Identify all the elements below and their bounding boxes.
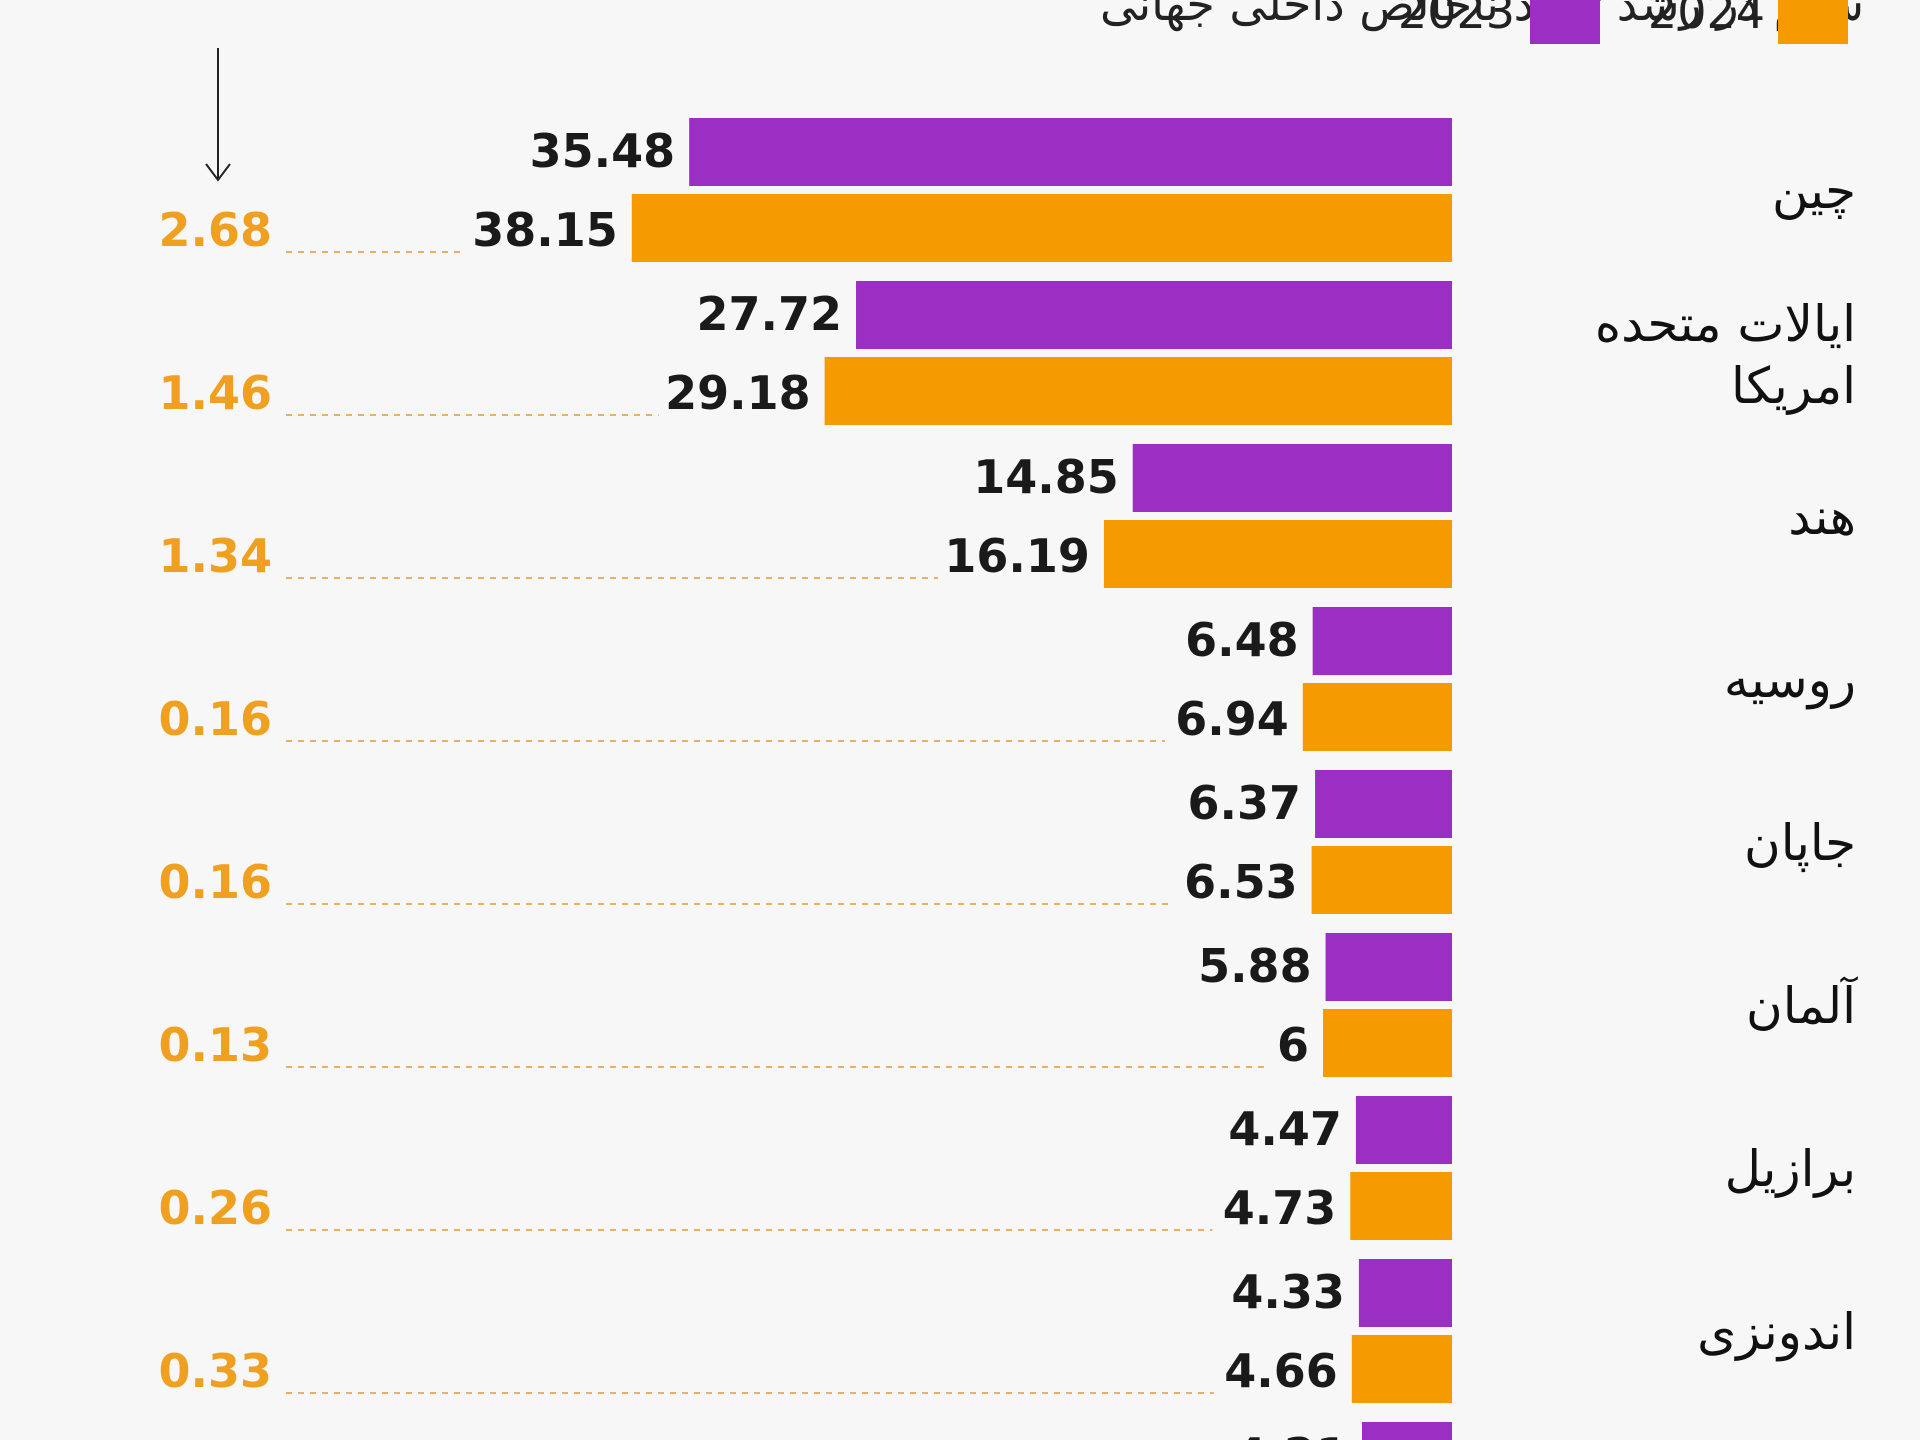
bar-2023 — [689, 118, 1452, 186]
bar-2024 — [1103, 520, 1452, 588]
contribution-label: 0.26 — [159, 1181, 273, 1235]
legend-swatch-2023 — [1530, 0, 1600, 44]
value-label-2023: 6.48 — [1185, 613, 1299, 667]
bar-2023 — [856, 281, 1452, 349]
contribution-label: 2.68 — [159, 203, 273, 257]
value-label-2024: 29.18 — [665, 366, 811, 420]
category-label: امریکا — [1731, 357, 1856, 415]
bar-2023 — [1358, 1259, 1452, 1327]
bar-2023 — [1325, 933, 1452, 1001]
bar-2024 — [1351, 1335, 1452, 1403]
bar-2024 — [631, 194, 1452, 262]
value-label-2023: 35.48 — [530, 124, 676, 178]
category-label: آلمان — [1746, 976, 1858, 1035]
value-label-2024: 6.53 — [1184, 855, 1298, 909]
bar-2024 — [1350, 1172, 1452, 1240]
bar-2023-partial — [1362, 1422, 1452, 1440]
bar-2024 — [824, 357, 1452, 425]
bar-2024 — [1323, 1009, 1452, 1077]
category-label: اندونزی — [1697, 1303, 1856, 1362]
category-label: روسیه — [1724, 651, 1856, 710]
contribution-label: 0.16 — [159, 855, 273, 909]
value-label-2024: 38.15 — [472, 203, 618, 257]
contribution-label: 0.13 — [159, 1018, 273, 1072]
contribution-label: 0.16 — [159, 692, 273, 746]
subtitle-arrow — [205, 48, 231, 182]
category-label: جاپان — [1744, 814, 1856, 872]
bar-2023 — [1132, 444, 1452, 512]
legend-swatch-2024 — [1778, 0, 1848, 44]
value-label-2024: 16.19 — [944, 529, 1090, 583]
value-label-2023-partial: 4.21 — [1235, 1428, 1349, 1440]
category-label: چین — [1772, 162, 1856, 220]
category-label: برازیل — [1725, 1140, 1856, 1198]
legend-label-2023: 2023 — [1398, 0, 1515, 39]
legend-label-2024: 2024 — [1648, 0, 1765, 39]
value-label-2024: 6.94 — [1175, 692, 1289, 746]
bars-group: 35.48 38.15 2.68 چین 27.72 29.18 1.46 ایالات مت… — [159, 118, 1858, 1440]
legend: 2024 2023 — [1398, 0, 1848, 44]
contribution-label: 0.33 — [159, 1344, 273, 1398]
category-label: هند — [1788, 488, 1856, 546]
bar-2023 — [1312, 607, 1452, 675]
value-label-2023: 5.88 — [1198, 939, 1312, 993]
value-label-2023: 4.47 — [1228, 1102, 1342, 1156]
value-label-2023: 4.33 — [1231, 1265, 1345, 1319]
bar-2024 — [1311, 846, 1452, 914]
value-label-2023: 6.37 — [1188, 776, 1302, 830]
bar-2024 — [1302, 683, 1452, 751]
value-label-2024: 4.66 — [1224, 1344, 1338, 1398]
bar-2023 — [1355, 1096, 1452, 1164]
value-label-2024: 6 — [1277, 1018, 1309, 1072]
value-label-2023: 14.85 — [973, 450, 1119, 504]
value-label-2024: 4.73 — [1223, 1181, 1337, 1235]
chart-subtitle: سهم در رشد تولید ناخالص داخلی جهانی — [1100, 0, 1864, 32]
contribution-label: 1.46 — [159, 366, 273, 420]
contribution-label: 1.34 — [159, 529, 273, 583]
bar-2023 — [1315, 770, 1452, 838]
category-label: ایالات متحده — [1595, 295, 1856, 353]
value-label-2023: 27.72 — [697, 287, 843, 341]
